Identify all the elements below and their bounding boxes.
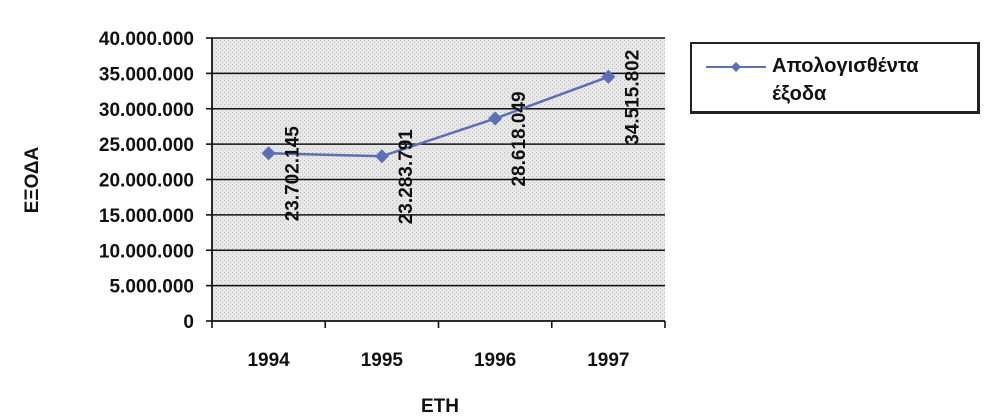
y-tick-label: 35.000.000 bbox=[99, 64, 194, 85]
data-label: 23.702.145 bbox=[283, 126, 304, 222]
x-tick-label: 1994 bbox=[247, 350, 290, 371]
y-tick-label: 40.000.000 bbox=[99, 29, 194, 50]
data-point bbox=[488, 111, 503, 126]
data-label: 23.283.791 bbox=[396, 129, 417, 225]
legend: Απολογισθέντα έξοδα bbox=[690, 42, 980, 114]
data-label: 28.618.049 bbox=[509, 91, 530, 186]
x-tick-label: 1996 bbox=[474, 350, 516, 371]
series-line bbox=[261, 69, 616, 164]
y-tick-label: 25.000.000 bbox=[99, 135, 194, 156]
y-tick-labels: 0 5.000.000 10.000.000 15.000.000 20.000.000… bbox=[99, 29, 194, 333]
y-tick-label: 0 bbox=[183, 312, 194, 333]
data-point bbox=[261, 146, 276, 161]
x-tick-label: 1997 bbox=[587, 350, 629, 371]
data-label: 34.515.802 bbox=[622, 50, 643, 145]
y-tick-label: 10.000.000 bbox=[99, 241, 194, 262]
y-tick-label: 20.000.000 bbox=[99, 171, 194, 192]
axes bbox=[206, 37, 666, 328]
series-line-path bbox=[268, 75, 609, 158]
y-tick-label: 5.000.000 bbox=[109, 277, 194, 298]
legend-series-label: Απολογισθέντα έξοδα bbox=[772, 55, 919, 105]
y-tick-label: 15.000.000 bbox=[99, 206, 194, 227]
x-axis-title: ΕΤΗ bbox=[421, 396, 459, 417]
y-axis-title: ΕΞΟΔΑ bbox=[22, 146, 43, 213]
y-tick-label: 30.000.000 bbox=[99, 100, 194, 121]
data-labels: 23.702.145 23.283.791 28.618.049 34.515.802 bbox=[283, 50, 644, 225]
data-point bbox=[601, 69, 616, 84]
x-tick-labels: 1994 1995 1996 1997 bbox=[247, 350, 629, 371]
x-tick-label: 1995 bbox=[361, 350, 404, 371]
data-point bbox=[374, 149, 389, 164]
legend-series-marker bbox=[706, 62, 766, 72]
gridlines bbox=[212, 37, 665, 287]
